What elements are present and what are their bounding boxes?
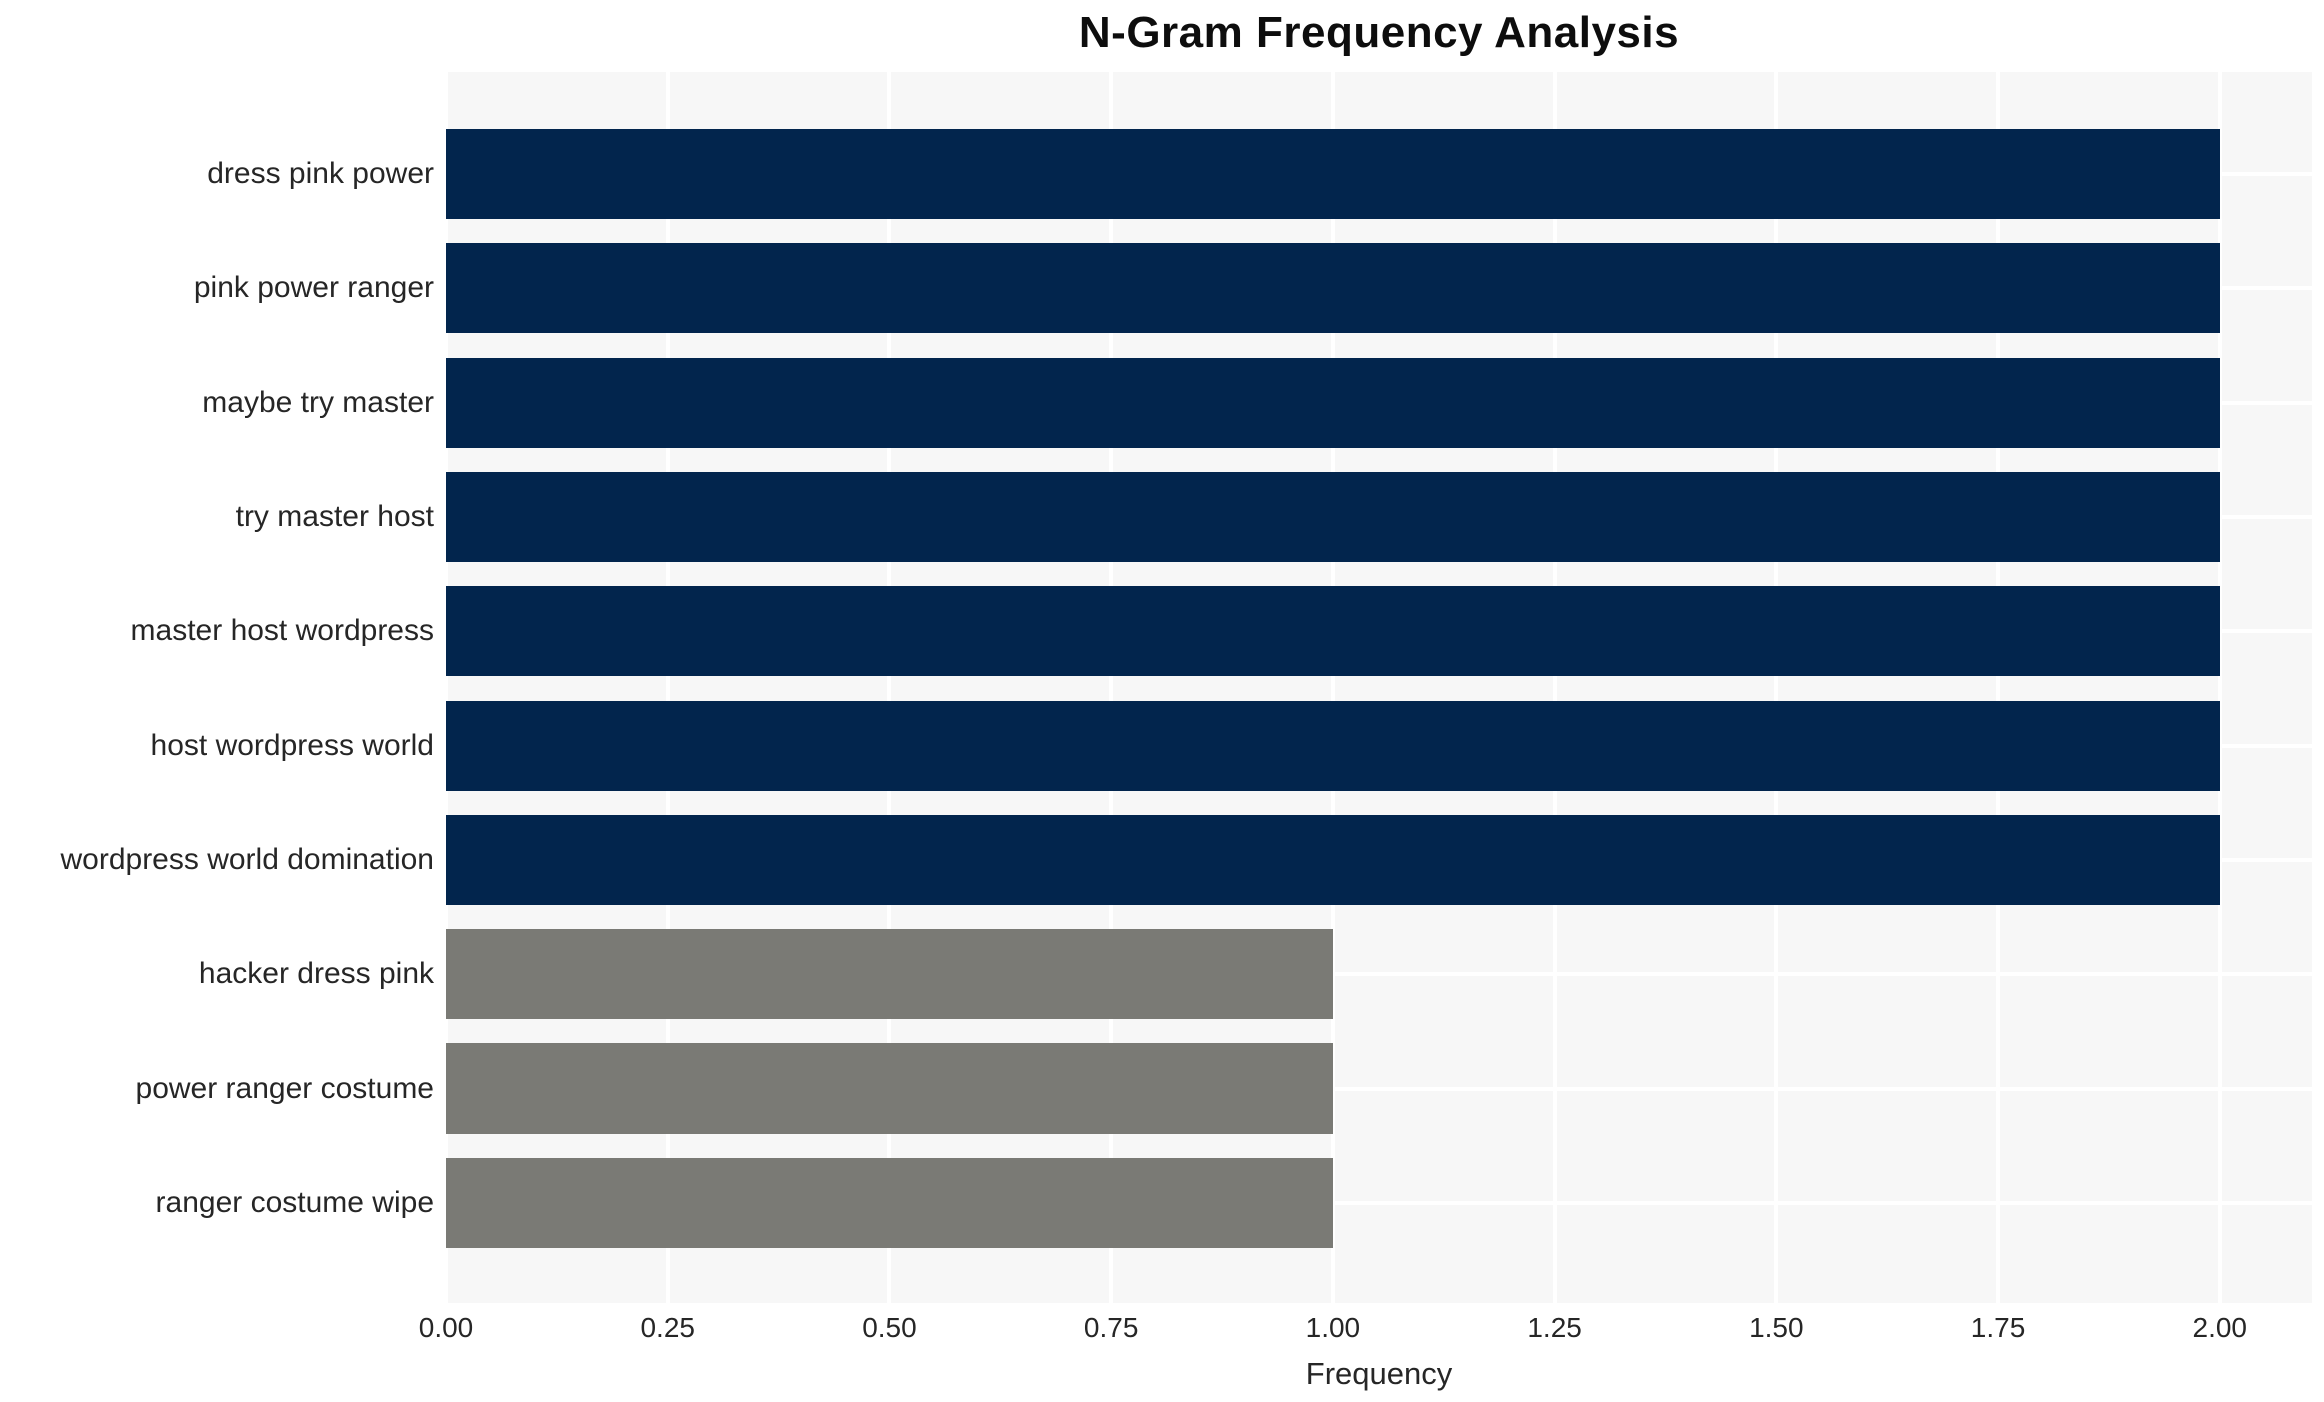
vertical-gridline [1330,72,1335,1303]
x-tick-label: 1.50 [1749,1312,1804,1343]
y-axis-labels: dress pink power pink power ranger maybe t… [0,72,434,1303]
bar-row [446,117,2312,231]
bar [446,814,2220,905]
x-tick-label: 0.00 [418,1312,474,1343]
horizontal-gridline [446,1086,2312,1091]
bar [446,357,2220,448]
vertical-gridline [1996,72,2001,1303]
bar-row [446,1146,2312,1260]
bar [446,929,1333,1020]
vertical-gridline [444,72,448,1303]
y-tick-label: dress pink power [207,157,434,191]
bar-row [446,917,2312,1031]
bar-row [446,460,2312,574]
bar [446,1157,1333,1248]
x-tick-label: 0.75 [1083,1312,1139,1343]
x-tick-label: 0.25 [640,1312,695,1343]
chart-title: N-Gram Frequency Analysis [1078,8,1680,57]
bar-row [446,803,2312,917]
x-axis-ticks: 0.00 0.25 0.50 0.75 1.00 1.25 1.50 1.75 2.00 [419,1312,2312,1352]
vertical-gridline [1774,72,1779,1303]
vertical-gridline [1109,72,1114,1303]
y-tick-label: master host wordpress [130,614,434,648]
y-tick-label: maybe try master [202,385,434,419]
bar [446,700,2220,791]
vertical-gridline [887,72,892,1303]
bar-row [446,346,2312,460]
bar [446,243,2220,334]
horizontal-gridline [446,972,2312,977]
plot-area [444,72,2312,1303]
y-tick-label: host wordpress world [150,728,434,762]
bar-row [446,231,2312,345]
vertical-gridline [1552,72,1557,1303]
bar-row [446,574,2312,688]
x-tick-label: 1.25 [1527,1312,1582,1343]
x-tick-label: 0.50 [862,1312,917,1343]
vertical-gridline [665,72,670,1303]
y-tick-label: wordpress world domination [60,842,434,876]
vertical-gridline [2217,72,2222,1303]
y-tick-label: ranger costume wipe [155,1185,434,1219]
x-axis-title: Frequency [1305,1356,1453,1391]
bar [446,129,2220,220]
x-tick-label: 2.00 [2192,1312,2248,1343]
y-tick-label: power ranger costume [135,1071,434,1105]
bar-row [446,1031,2312,1145]
horizontal-gridline [446,1200,2312,1205]
y-tick-label: hacker dress pink [198,957,434,991]
x-tick-label: 1.75 [1970,1312,2026,1343]
y-tick-label: pink power ranger [193,271,434,305]
bar [446,1043,1333,1134]
y-tick-label: try master host [235,500,434,534]
bar [446,586,2220,677]
bar [446,472,2220,563]
bar-row [446,688,2312,802]
x-tick-label: 1.00 [1305,1312,1361,1343]
